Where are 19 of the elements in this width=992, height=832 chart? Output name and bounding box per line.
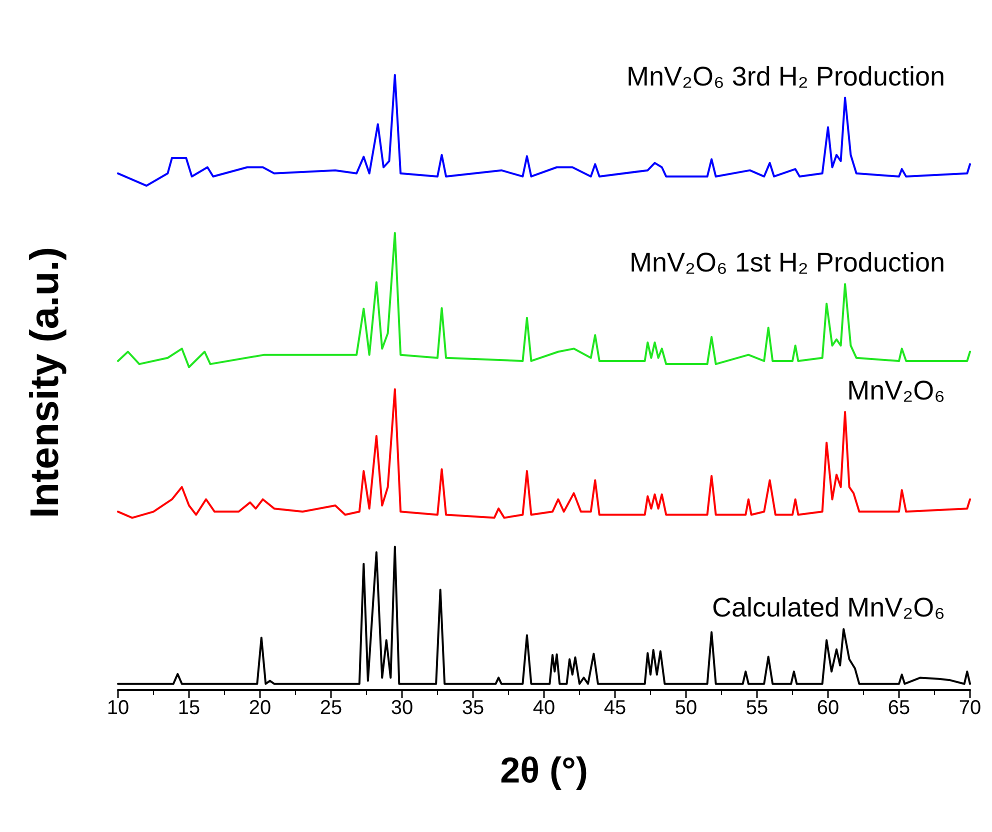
- x-tick-label: 40: [532, 697, 556, 719]
- x-tick-label: 65: [888, 697, 910, 719]
- x-tick-label: 35: [462, 697, 484, 719]
- x-tick-label: 30: [390, 697, 414, 719]
- x-tick-label: 50: [674, 697, 698, 719]
- x-axis-title: 2θ (°): [500, 750, 588, 790]
- x-tick-label: 10: [106, 697, 130, 719]
- y-axis-title: Intensity (a.u.): [23, 246, 67, 518]
- x-tick-label: 15: [178, 697, 200, 719]
- series-label: MnV₂O₆: [847, 376, 945, 406]
- x-tick-label: 55: [746, 697, 768, 719]
- text: MnV₂O₆ 3rd H₂ Production: [626, 61, 945, 92]
- x-tick-label: 70: [958, 697, 982, 719]
- series-label: Calculated MnV₂O₆: [712, 592, 945, 623]
- x-tick-label: 25: [320, 697, 342, 719]
- x-tick-label: 20: [248, 697, 272, 719]
- x-tick-label: 60: [816, 697, 840, 719]
- x-tick-label: 45: [604, 697, 626, 719]
- text: MnV₂O₆ 1st H₂ Production: [630, 248, 945, 278]
